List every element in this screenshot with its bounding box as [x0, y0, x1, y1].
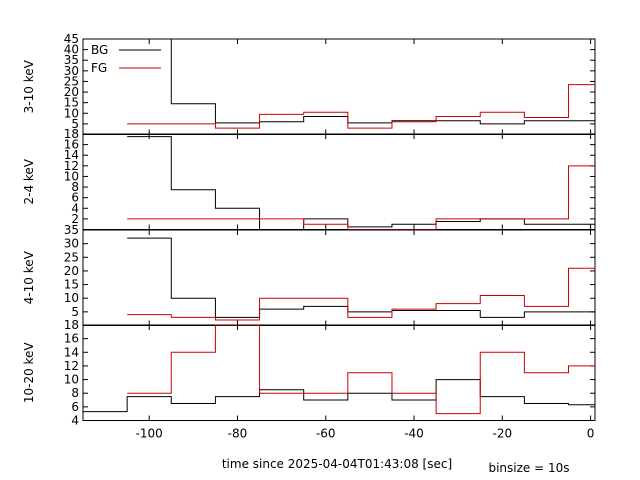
y-tick-label: 10: [64, 106, 79, 120]
series-bg-line: [83, 379, 595, 413]
legend-label-fg: FG: [91, 61, 107, 75]
y-tick-label: 14: [64, 148, 79, 162]
y-tick-label: 25: [64, 74, 79, 88]
series-fg-line: [127, 165, 595, 230]
series-bg-line: [127, 136, 595, 230]
y-tick-label: 20: [64, 264, 79, 278]
y-tick-label: 20: [64, 85, 79, 99]
x-tick-label: -60: [316, 427, 336, 441]
y-tick-label: 8: [71, 386, 79, 400]
y-tick-label: 40: [64, 43, 79, 57]
y-tick-label: 25: [64, 250, 79, 264]
x-tick-label: -100: [136, 427, 163, 441]
y-tick-label: 8: [71, 180, 79, 194]
series-fg-line: [127, 325, 595, 415]
y-tick-label: 18: [64, 127, 79, 141]
y-tick-label: 35: [64, 53, 79, 67]
y-tick-label: 4: [71, 201, 79, 215]
y-tick-label: 30: [64, 237, 79, 251]
series-fg-line: [127, 267, 595, 321]
y-tick-label: 45: [64, 32, 79, 46]
plot-frame: [82, 324, 596, 421]
x-axis-label: time since 2025-04-04T01:43:08 [sec]: [222, 457, 452, 471]
plot-frame: [82, 229, 596, 326]
x-tick-label: -40: [404, 427, 424, 441]
y-tick-label: 10: [64, 373, 79, 387]
legend-label-bg: BG: [91, 43, 108, 57]
y-tick-label: 10: [64, 291, 79, 305]
y-tick-label: 35: [64, 223, 79, 237]
y-axis-label: 2-4 keV: [22, 158, 36, 204]
y-tick-label: 16: [64, 332, 79, 346]
y-tick-label: 30: [64, 64, 79, 78]
y-tick-label: 18: [64, 318, 79, 332]
series-fg-line: [127, 84, 595, 129]
y-tick-label: 6: [71, 191, 79, 205]
series-bg-line: [127, 237, 595, 318]
series-bg-line: [127, 39, 595, 125]
y-tick-label: 2: [71, 212, 79, 226]
y-tick-label: 4: [71, 414, 79, 428]
y-tick-label: 15: [64, 278, 79, 292]
x-tick-label: 0: [587, 427, 595, 441]
y-axis-label: 3-10 keV: [22, 59, 36, 113]
y-axis-label: 4-10 keV: [22, 250, 36, 304]
x-tick-label: -20: [493, 427, 513, 441]
plot-frame: [82, 133, 596, 230]
plot-frame: [82, 38, 596, 135]
binsize-annotation: binsize = 10s: [488, 461, 569, 475]
y-tick-label: 10: [64, 169, 79, 183]
x-tick-label: -80: [228, 427, 248, 441]
y-tick-label: 16: [64, 138, 79, 152]
y-axis-label: 10-20 keV: [22, 342, 36, 404]
y-tick-label: 12: [64, 359, 79, 373]
y-tick-label: 14: [64, 345, 79, 359]
y-tick-label: 12: [64, 159, 79, 173]
y-tick-label: 6: [71, 400, 79, 414]
y-tick-label: 5: [71, 117, 79, 131]
y-tick-label: 5: [71, 305, 79, 319]
y-tick-label: 15: [64, 96, 79, 110]
